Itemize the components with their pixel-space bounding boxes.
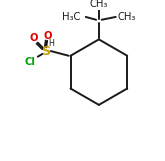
Text: Cl: Cl <box>25 57 36 67</box>
Text: CH₃: CH₃ <box>90 0 108 9</box>
Text: O: O <box>44 31 52 41</box>
Text: CH₃: CH₃ <box>118 12 136 22</box>
Text: O: O <box>30 33 38 43</box>
Text: H₃C: H₃C <box>62 12 80 22</box>
Text: H: H <box>48 39 54 48</box>
Text: S: S <box>41 45 50 58</box>
